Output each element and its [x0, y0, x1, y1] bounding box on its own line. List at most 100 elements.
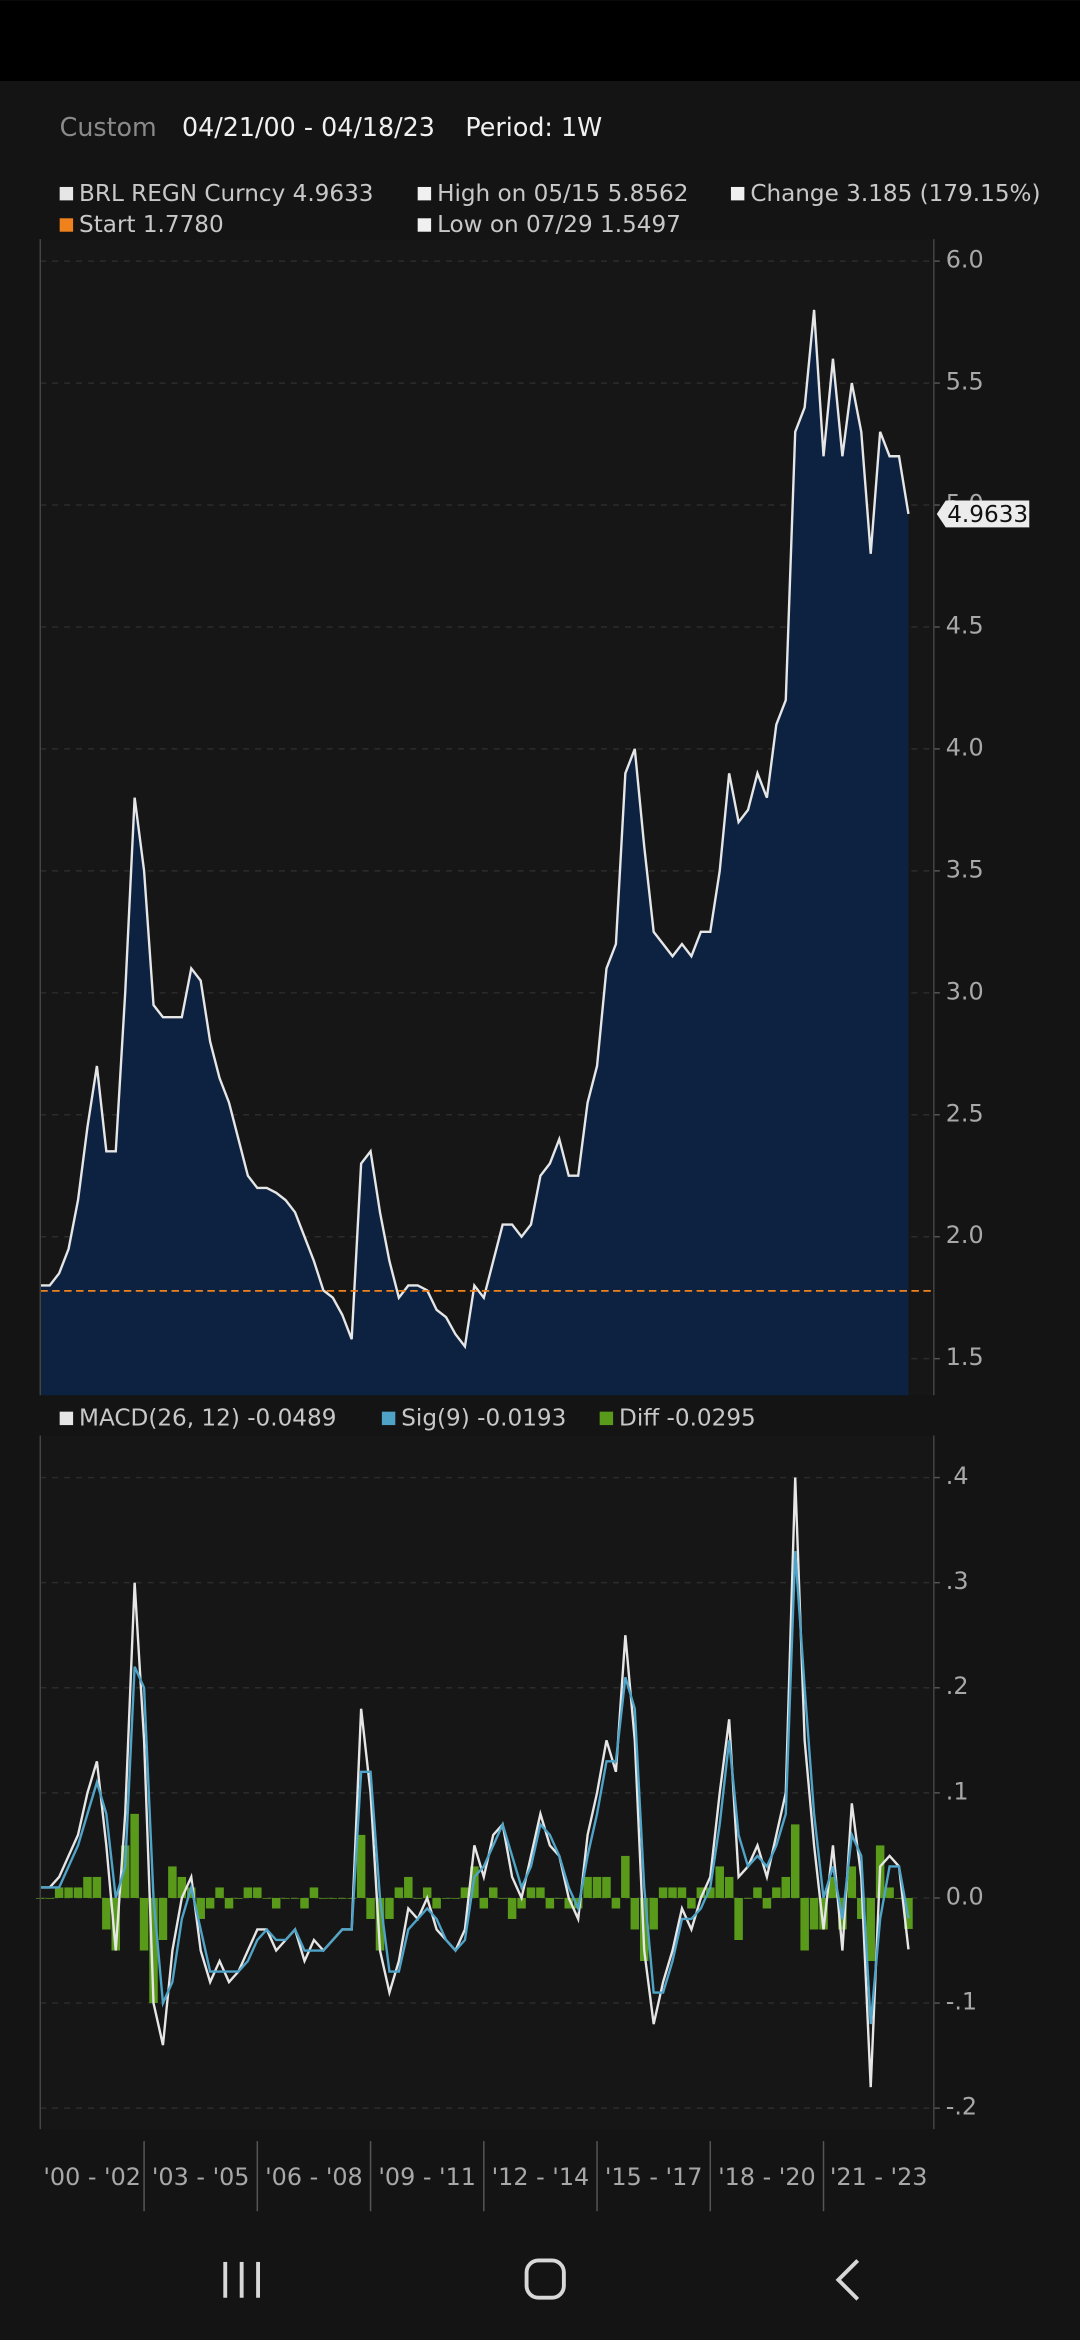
y-tick-label: .3 — [946, 1567, 969, 1595]
diff-bar — [356, 1834, 366, 1898]
y-tick-label: 2.0 — [946, 1221, 984, 1249]
macd-line — [40, 1477, 910, 2088]
range-type[interactable]: Custom — [60, 112, 157, 142]
legend-swatch — [59, 218, 74, 232]
legend-swatch — [59, 1411, 74, 1426]
diff-bar — [45, 1897, 54, 1899]
legend-swatch — [381, 1411, 396, 1426]
diff-bar — [555, 1897, 564, 1899]
diff-bar — [149, 1897, 158, 2004]
diff-bar — [394, 1887, 404, 1898]
status-bar — [0, 0, 1080, 82]
diff-bar — [271, 1897, 281, 1909]
diff-bar — [451, 1897, 460, 1899]
diff-bar — [800, 1897, 809, 1951]
diff-bar — [73, 1887, 83, 1898]
x-band-label: '00 - '02 — [43, 2163, 141, 2191]
legend-info: High on 05/15 5.8562 — [437, 181, 688, 207]
legend-swatch — [59, 186, 74, 201]
y-tick-label: .2 — [946, 1672, 969, 1700]
diff-bar — [253, 1887, 262, 1898]
y-tick-label: -.1 — [946, 1988, 977, 2016]
diff-bar — [753, 1887, 762, 1898]
diff-bar — [413, 1897, 422, 1899]
last-value-label: 4.9633 — [947, 502, 1028, 528]
legend-swatch — [730, 186, 745, 201]
diff-bar — [441, 1897, 451, 1899]
diff-bar — [92, 1876, 102, 1898]
recent-apps-button[interactable] — [223, 2261, 261, 2298]
diff-bar — [215, 1887, 224, 1898]
diff-bar — [479, 1897, 489, 1909]
diff-bar — [290, 1897, 300, 1899]
legend-label: BRL REGN Curncy 4.9633 — [79, 181, 373, 207]
diff-bar — [781, 1876, 791, 1898]
y-tick-label: .4 — [946, 1462, 969, 1490]
diff-bar — [309, 1887, 319, 1898]
diff-bar — [158, 1897, 168, 1940]
diff-bar — [196, 1897, 205, 1919]
diff-bar — [809, 1897, 819, 1930]
legend-label: MACD(26, 12) -0.0489 — [79, 1406, 336, 1432]
diff-bar — [743, 1897, 753, 1899]
diff-bar — [111, 1897, 121, 1951]
back-button[interactable] — [835, 2259, 860, 2301]
diff-bar — [243, 1887, 253, 1898]
y-tick-label: 2.5 — [946, 1099, 984, 1127]
diff-bar — [687, 1897, 696, 1909]
diff-bar — [592, 1876, 602, 1898]
y-tick-label: 4.0 — [946, 733, 984, 761]
legend-label: Start 1.7780 — [79, 212, 224, 238]
diff-bar — [205, 1897, 215, 1909]
diff-bar — [828, 1876, 838, 1898]
diff-bar — [120, 1845, 130, 1898]
legend-info: Change 3.185 (179.15%) — [750, 181, 1040, 207]
x-band-label: '15 - '17 — [605, 2163, 703, 2191]
diff-bar — [734, 1897, 743, 1940]
diff-bar — [583, 1876, 592, 1898]
signal-line — [40, 1551, 910, 2025]
diff-bar — [375, 1897, 385, 1951]
diff-bar — [762, 1897, 772, 1909]
x-band-label: '21 - '23 — [830, 2163, 928, 2191]
diff-bar — [866, 1897, 875, 1962]
y-tick-label: 5.5 — [946, 368, 984, 396]
diff-bar — [724, 1876, 734, 1898]
diff-bar — [281, 1897, 290, 1899]
y-tick-label: 1.5 — [946, 1343, 984, 1371]
diff-bar — [819, 1897, 828, 1930]
diff-bar — [432, 1897, 441, 1909]
plot-area — [40, 1435, 934, 2130]
y-tick-label: 0.0 — [946, 1882, 984, 1910]
y-tick-label: 3.5 — [946, 855, 984, 883]
diff-bar — [526, 1887, 536, 1898]
diff-bar — [772, 1887, 781, 1898]
diff-bar — [422, 1887, 432, 1898]
area-fill — [40, 309, 909, 1396]
y-tick-label: 6.0 — [946, 246, 984, 274]
diff-bar — [536, 1887, 545, 1898]
diff-bar — [706, 1887, 715, 1898]
diff-bar — [658, 1887, 668, 1898]
y-tick-label: .1 — [946, 1777, 969, 1805]
diff-bar — [602, 1876, 611, 1898]
diff-bar — [54, 1887, 64, 1898]
diff-bar — [177, 1876, 187, 1898]
legend-swatch — [599, 1411, 614, 1426]
period[interactable]: Period: 1W — [465, 112, 602, 142]
diff-bar — [621, 1855, 630, 1898]
diff-bar — [498, 1897, 507, 1899]
diff-bar — [517, 1897, 526, 1909]
diff-bar — [894, 1897, 904, 1899]
date-range[interactable]: 04/21/00 - 04/18/23 — [182, 112, 435, 142]
home-button[interactable] — [524, 2258, 566, 2300]
diff-bar — [460, 1887, 470, 1898]
diff-bar — [847, 1866, 857, 1898]
last-value-tag — [936, 500, 1030, 528]
diff-bar — [139, 1897, 149, 1951]
diff-bar — [488, 1887, 498, 1898]
diff-bar — [64, 1887, 73, 1898]
diff-bar — [885, 1887, 894, 1898]
